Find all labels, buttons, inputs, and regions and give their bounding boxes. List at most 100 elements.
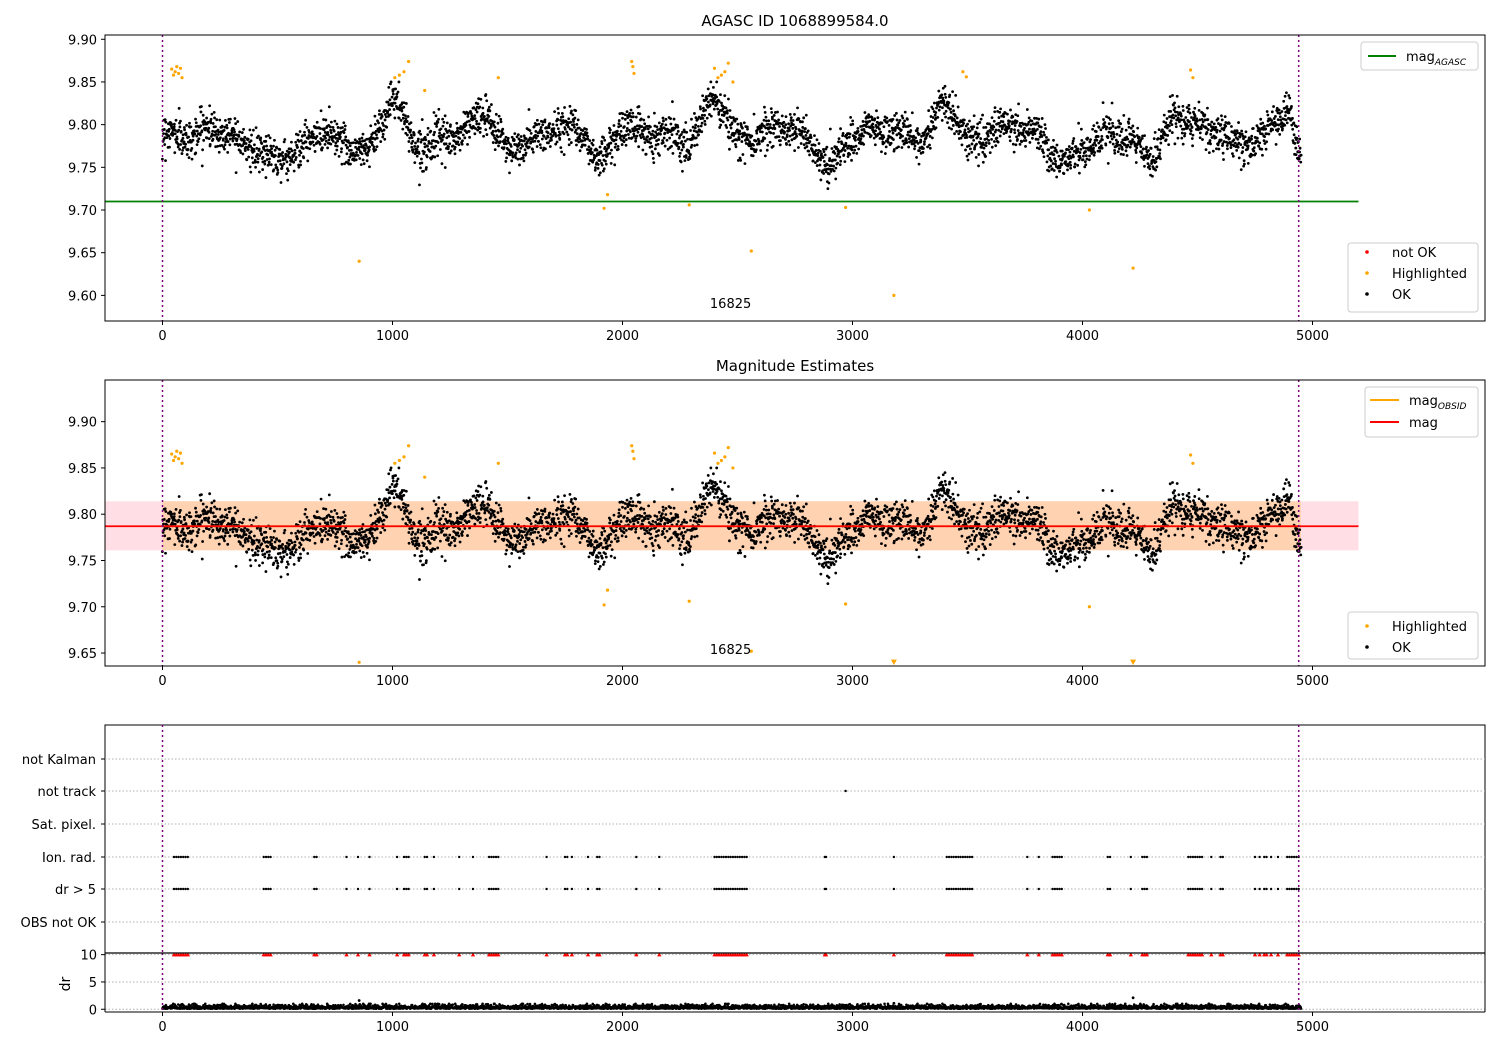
ok-point: [1236, 145, 1240, 149]
ok-point: [536, 134, 540, 138]
ok-point: [414, 141, 417, 145]
ok-point: [784, 137, 787, 141]
ok-point: [828, 157, 832, 160]
ok-point: [699, 124, 703, 128]
ok-point: [490, 491, 493, 494]
ok-point: [518, 542, 522, 545]
ok-point: [484, 128, 488, 132]
ok-point: [1109, 126, 1113, 130]
ok-point: [1206, 118, 1210, 121]
ok-point: [267, 160, 271, 164]
ok-point: [487, 121, 491, 125]
ok-point: [790, 138, 794, 142]
p1-xtick-label: 0: [158, 329, 166, 344]
ok-point: [1131, 138, 1134, 141]
ok-point: [249, 170, 253, 174]
ok-point: [499, 117, 503, 121]
ok-point: [1119, 152, 1123, 156]
ok-point: [440, 555, 444, 558]
ok-point: [269, 536, 273, 539]
ok-point: [178, 515, 182, 519]
ok-point: [845, 136, 849, 140]
ok-point: [791, 126, 795, 130]
ok-point: [175, 137, 179, 141]
ok-point: [679, 160, 683, 164]
highlighted-point: [687, 203, 691, 207]
ok-point: [657, 138, 661, 142]
highlighted-point: [397, 73, 401, 77]
ok-point: [603, 138, 607, 142]
ok-point: [652, 111, 656, 115]
ok-point: [187, 140, 190, 144]
ok-point: [1260, 147, 1264, 151]
ok-point: [395, 95, 399, 99]
ok-point: [458, 148, 462, 152]
ok-point: [752, 112, 756, 116]
ok-point: [460, 142, 464, 146]
ok-point: [970, 150, 974, 154]
ok-point: [561, 115, 565, 119]
ok-point: [197, 528, 201, 531]
ok-point: [1049, 159, 1053, 163]
ok-point: [994, 128, 998, 132]
ok-point: [1020, 140, 1024, 144]
ok-point: [556, 127, 560, 131]
ok-point: [1084, 150, 1088, 153]
ok-point: [181, 148, 184, 152]
ok-point: [982, 146, 986, 150]
ok-point: [485, 486, 489, 490]
ok-point: [682, 135, 686, 139]
ok-point: [782, 120, 786, 124]
ok-point: [1083, 160, 1087, 164]
ok-point: [745, 125, 749, 129]
ok-point: [829, 169, 833, 173]
ok-point: [1252, 149, 1256, 153]
ok-point: [1023, 136, 1027, 140]
ok-point: [404, 102, 408, 105]
ok-point: [388, 496, 392, 500]
ok-point: [456, 140, 460, 144]
ok-point: [1215, 128, 1219, 132]
ok-point: [996, 140, 1000, 144]
ok-point: [436, 120, 440, 124]
ok-point: [327, 105, 331, 109]
ok-point: [182, 126, 186, 129]
ok-point: [690, 117, 693, 121]
ok-point: [857, 147, 861, 151]
ok-point: [856, 130, 860, 133]
ok-point: [1290, 104, 1293, 108]
ok-point: [233, 130, 236, 134]
ok-point: [441, 117, 445, 121]
ok-point: [185, 513, 188, 517]
ok-point: [1016, 114, 1020, 118]
ok-point: [791, 119, 795, 122]
ok-point: [906, 117, 909, 121]
ok-point: [228, 143, 232, 147]
ok-point: [1013, 128, 1016, 132]
ok-point: [420, 118, 424, 121]
ok-point: [628, 111, 632, 115]
ok-point: [616, 147, 620, 151]
ok-point: [189, 140, 193, 144]
ok-point: [637, 105, 641, 108]
ok-point: [290, 531, 293, 535]
ok-point: [256, 160, 260, 164]
ok-point: [695, 130, 699, 134]
ok-point: [339, 150, 343, 154]
ok-point: [784, 123, 788, 127]
ok-point: [967, 152, 971, 156]
ok-point: [328, 125, 332, 129]
ok-point: [299, 163, 303, 167]
ok-point: [177, 518, 181, 522]
ok-point: [374, 539, 378, 543]
ok-point: [209, 117, 213, 121]
ok-point: [951, 104, 955, 108]
ok-point: [420, 550, 423, 553]
ok-point: [968, 119, 971, 123]
ok-point: [566, 133, 570, 137]
ok-point: [1051, 162, 1055, 165]
ok-point: [475, 119, 478, 123]
ok-point: [993, 140, 996, 143]
ok-point: [1129, 126, 1133, 130]
